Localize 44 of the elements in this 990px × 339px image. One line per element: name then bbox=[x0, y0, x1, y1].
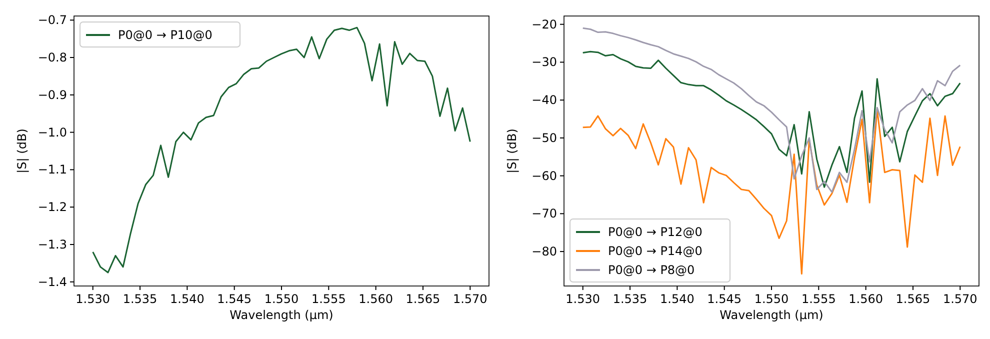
x-tick-label: 1.530 bbox=[76, 292, 110, 306]
legend-label: P0@0 → P8@0 bbox=[608, 263, 695, 277]
y-tick-label: −0.8 bbox=[38, 50, 67, 65]
y-tick-label: −1.4 bbox=[38, 274, 67, 289]
x-tick-label: 1.530 bbox=[566, 292, 600, 306]
x-tick-label: 1.560 bbox=[848, 292, 883, 306]
x-tick-label: 1.555 bbox=[801, 292, 836, 306]
line-series bbox=[582, 50, 961, 188]
x-tick-label: 1.570 bbox=[452, 292, 488, 306]
y-tick-label: −1.0 bbox=[38, 125, 67, 140]
x-axis-title: Wavelength (µm) bbox=[720, 308, 824, 322]
line-series bbox=[582, 27, 961, 193]
y-tick-label: −40 bbox=[532, 93, 557, 108]
y-tick-label: −1.1 bbox=[38, 162, 67, 177]
x-tick-label: 1.555 bbox=[311, 292, 346, 306]
x-tick-label: 1.550 bbox=[264, 292, 299, 306]
y-tick-label: −80 bbox=[532, 244, 557, 259]
y-tick-label: −0.9 bbox=[38, 88, 67, 102]
y-tick-label: −1.3 bbox=[38, 237, 67, 252]
x-tick-label: 1.540 bbox=[660, 292, 694, 306]
legend-label: P0@0 → P10@0 bbox=[118, 28, 212, 42]
x-tick-label: 1.545 bbox=[217, 292, 252, 306]
x-tick-label: 1.535 bbox=[612, 292, 648, 306]
x-tick-label: 1.565 bbox=[896, 292, 930, 306]
y-tick-label: −60 bbox=[532, 168, 557, 183]
x-tick-label: 1.570 bbox=[942, 292, 978, 306]
y-tick-label: −0.7 bbox=[38, 13, 67, 28]
x-tick-label: 1.560 bbox=[358, 292, 393, 306]
y-axis-title: |S| (dB) bbox=[505, 128, 519, 174]
legend-label: P0@0 → P14@0 bbox=[608, 244, 702, 258]
y-tick-label: −1.2 bbox=[38, 200, 67, 214]
y-tick-label: −30 bbox=[532, 55, 557, 70]
x-tick-label: 1.535 bbox=[122, 292, 158, 306]
x-tick-label: 1.550 bbox=[754, 292, 789, 306]
line-series bbox=[92, 26, 471, 274]
x-axis-title: Wavelength (µm) bbox=[230, 308, 334, 322]
x-tick-label: 1.540 bbox=[170, 292, 204, 306]
legend-label: P0@0 → P12@0 bbox=[608, 225, 702, 239]
y-tick-label: −70 bbox=[532, 206, 557, 221]
y-tick-label: −50 bbox=[532, 130, 557, 145]
x-tick-label: 1.565 bbox=[406, 292, 440, 306]
x-tick-label: 1.545 bbox=[707, 292, 742, 306]
y-axis-title: |S| (dB) bbox=[15, 128, 29, 174]
y-tick-label: −20 bbox=[532, 17, 557, 32]
